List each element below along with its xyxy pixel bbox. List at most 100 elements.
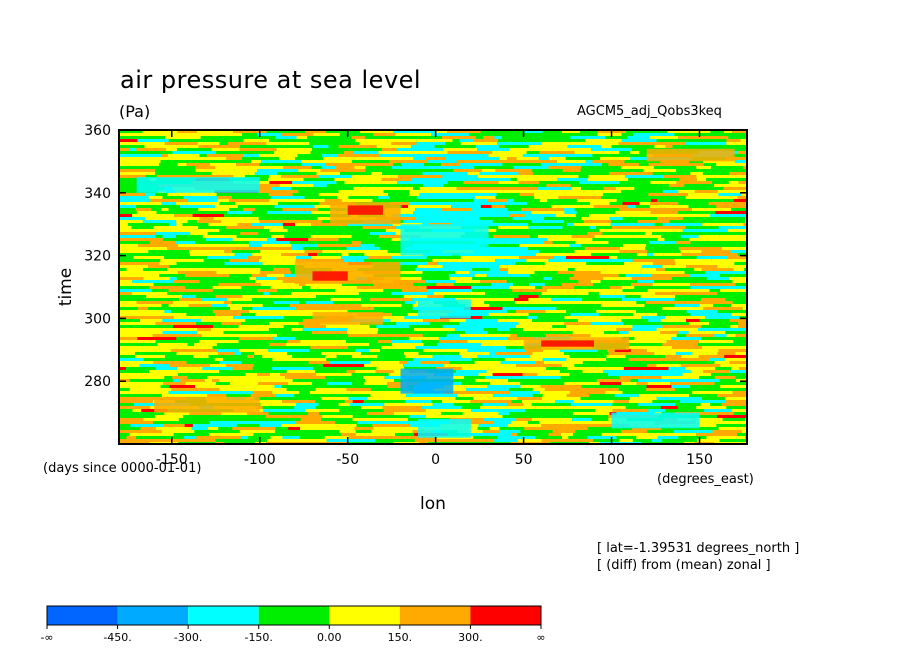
field-streak bbox=[256, 277, 277, 280]
field-streak bbox=[601, 394, 615, 397]
field-streak bbox=[635, 355, 666, 358]
field-streak bbox=[119, 223, 128, 226]
field-streak bbox=[187, 376, 208, 379]
field-streak bbox=[686, 310, 718, 313]
field-streak bbox=[234, 253, 253, 256]
field-streak bbox=[581, 217, 610, 220]
field-streak bbox=[517, 433, 549, 436]
field-streak bbox=[177, 163, 187, 166]
field-streak bbox=[592, 154, 632, 157]
field-streak bbox=[685, 367, 716, 370]
field-streak bbox=[720, 220, 746, 223]
field-streak bbox=[359, 142, 392, 145]
field-streak bbox=[515, 310, 546, 313]
field-streak bbox=[413, 364, 445, 367]
field-streak bbox=[376, 325, 410, 328]
field-streak bbox=[548, 166, 582, 169]
field-streak bbox=[452, 343, 481, 346]
field-streak bbox=[299, 283, 306, 286]
field-streak bbox=[259, 271, 291, 274]
field-streak bbox=[583, 190, 622, 193]
field-streak bbox=[419, 331, 465, 334]
colorbar-frame bbox=[46, 605, 542, 626]
field-streak bbox=[648, 163, 671, 166]
field-streak bbox=[347, 223, 393, 226]
chart-title: air pressure at sea level bbox=[120, 66, 422, 94]
model-name: AGCM5_adj_Qobs3keq bbox=[577, 104, 722, 119]
field-streak bbox=[422, 172, 468, 175]
field-streak bbox=[370, 232, 396, 235]
field-streak bbox=[119, 319, 140, 322]
field-streak bbox=[516, 238, 548, 241]
field-streak bbox=[504, 205, 537, 208]
field-streak bbox=[654, 352, 667, 355]
field-streak bbox=[626, 130, 668, 133]
field-streak bbox=[342, 412, 367, 415]
field-streak bbox=[257, 289, 278, 292]
field-streak bbox=[688, 331, 705, 334]
field-streak bbox=[502, 307, 519, 310]
field-streak bbox=[280, 313, 321, 316]
field-streak bbox=[620, 268, 634, 271]
field-streak bbox=[532, 388, 545, 391]
field-streak bbox=[475, 241, 505, 244]
field-streak bbox=[305, 130, 327, 133]
field-streak bbox=[579, 130, 598, 133]
field-streak bbox=[403, 364, 414, 367]
field-streak bbox=[621, 382, 637, 385]
field-streak bbox=[312, 148, 322, 151]
field-streak bbox=[673, 139, 683, 142]
field-streak bbox=[477, 175, 515, 178]
field-streak bbox=[321, 166, 335, 169]
field-streak bbox=[257, 169, 299, 172]
field-streak bbox=[310, 235, 352, 238]
field-streak bbox=[404, 352, 419, 355]
field-streak bbox=[295, 421, 335, 424]
field-streak bbox=[196, 322, 222, 325]
field-streak bbox=[520, 430, 553, 433]
field-streak bbox=[205, 160, 252, 163]
field-streak bbox=[575, 229, 600, 232]
field-streak bbox=[240, 262, 263, 265]
field-streak bbox=[399, 361, 408, 364]
field-streak bbox=[739, 367, 747, 370]
field-streak bbox=[533, 172, 566, 175]
field-streak bbox=[178, 373, 203, 376]
field-streak bbox=[425, 283, 437, 286]
field-streak bbox=[715, 367, 732, 370]
field-streak bbox=[517, 334, 536, 337]
field-streak bbox=[710, 403, 722, 406]
field-streak bbox=[348, 397, 368, 400]
field-streak bbox=[441, 136, 476, 139]
field-streak bbox=[296, 403, 319, 406]
field-streak bbox=[479, 217, 513, 220]
field-streak bbox=[305, 301, 333, 304]
field-streak bbox=[546, 289, 583, 292]
field-streak bbox=[425, 409, 472, 412]
field-streak bbox=[619, 208, 659, 211]
field-streak bbox=[638, 394, 648, 397]
field-streak bbox=[627, 136, 650, 139]
field-streak bbox=[435, 202, 455, 205]
field-streak bbox=[482, 316, 528, 319]
field-streak bbox=[391, 238, 409, 241]
field-streak bbox=[119, 262, 160, 265]
field-streak bbox=[119, 229, 164, 232]
field-streak bbox=[594, 328, 617, 331]
field-streak bbox=[358, 292, 392, 295]
field-streak bbox=[507, 157, 517, 160]
field-streak bbox=[532, 352, 564, 355]
field-streak bbox=[571, 226, 590, 229]
field-streak bbox=[274, 385, 282, 388]
field-streak bbox=[735, 175, 747, 178]
field-streak bbox=[706, 277, 729, 280]
field-streak bbox=[498, 181, 508, 184]
field-streak bbox=[676, 181, 713, 184]
field-streak bbox=[570, 247, 585, 250]
field-streak bbox=[730, 325, 739, 328]
field-streak bbox=[277, 172, 317, 175]
field-streak bbox=[278, 202, 320, 205]
field-streak bbox=[522, 373, 538, 376]
field-streak bbox=[702, 346, 734, 349]
field-streak bbox=[276, 238, 309, 241]
